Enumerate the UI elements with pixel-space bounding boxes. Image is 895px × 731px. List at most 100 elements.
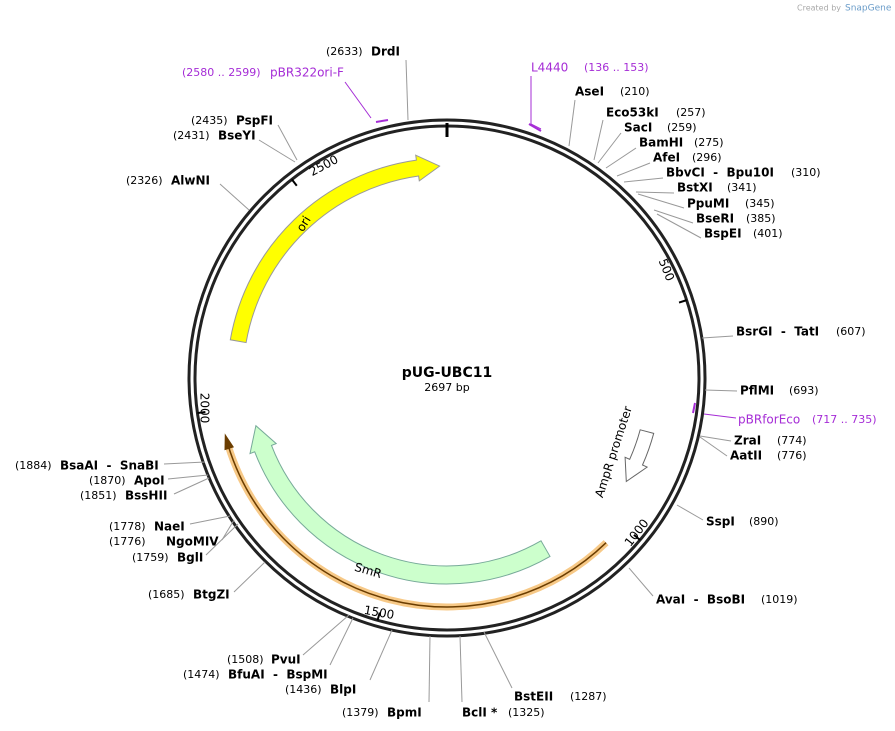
enzyme-connector bbox=[593, 119, 604, 161]
enzyme-name: BstXI bbox=[677, 181, 713, 195]
primer-range: (2580 .. 2599) bbox=[182, 66, 261, 79]
enzyme-connector bbox=[483, 631, 513, 689]
enzyme-position: (259) bbox=[667, 121, 697, 134]
cds-line bbox=[227, 444, 607, 608]
enzyme-position: (1474) bbox=[183, 668, 220, 681]
enzyme-connector bbox=[459, 635, 463, 703]
enzyme-connector bbox=[704, 389, 738, 392]
enzyme-position: (1870) bbox=[89, 474, 126, 487]
ruler-label: 2000 bbox=[198, 393, 212, 424]
enzyme-connector bbox=[605, 147, 637, 169]
enzyme-connector bbox=[258, 139, 296, 163]
ruler-tick bbox=[376, 612, 381, 621]
enzyme-connector bbox=[656, 213, 702, 239]
enzyme-connector bbox=[369, 629, 393, 681]
enzyme-connector bbox=[701, 335, 734, 339]
ruler-tick bbox=[197, 410, 206, 415]
cds-head bbox=[224, 433, 234, 451]
enzyme-name: BseRI bbox=[696, 212, 734, 226]
enzyme-name: AatII bbox=[730, 449, 762, 463]
ruler-label: 1500 bbox=[363, 603, 396, 622]
enzyme-name: PpuMI bbox=[687, 197, 729, 211]
primer-connector bbox=[530, 76, 542, 130]
enzyme-connector bbox=[637, 193, 685, 209]
feature-label: AmpR promoter bbox=[592, 404, 635, 499]
enzyme-name: BtgZI bbox=[193, 588, 230, 602]
enzyme-connector bbox=[699, 436, 728, 457]
enzyme-name: BamHI bbox=[639, 136, 683, 150]
enzyme-connector bbox=[653, 209, 694, 224]
enzyme-name: BlpI bbox=[330, 683, 356, 697]
enzyme-connector bbox=[405, 59, 409, 121]
enzyme-connector bbox=[628, 567, 654, 597]
enzyme-position: (401) bbox=[753, 227, 783, 240]
enzyme-connector bbox=[329, 617, 354, 666]
enzyme-connector bbox=[616, 162, 651, 177]
enzyme-position: (385) bbox=[746, 212, 776, 225]
enzyme-name: Eco53kI bbox=[606, 106, 659, 120]
enzyme-position: (2431) bbox=[173, 129, 210, 142]
enzyme-name: BspEI bbox=[704, 227, 742, 241]
enzyme-name: BsaAI - SnaBI bbox=[60, 459, 159, 473]
map-length: 2697 bp bbox=[424, 381, 469, 394]
primer-connector bbox=[344, 81, 372, 119]
enzyme-name: BseYI bbox=[218, 129, 256, 143]
enzyme-position: (345) bbox=[745, 197, 775, 210]
enzyme-name: BssHII bbox=[125, 489, 167, 503]
enzyme-name: BpmI bbox=[387, 706, 422, 720]
enzyme-name: ZraI bbox=[734, 434, 761, 448]
enzyme-position: (1759) bbox=[132, 551, 169, 564]
enzyme-position: (296) bbox=[692, 151, 722, 164]
enzyme-name: PvuI bbox=[271, 653, 301, 667]
enzyme-position: (1436) bbox=[285, 683, 322, 696]
enzyme-name: PflMI bbox=[740, 384, 774, 398]
enzyme-position: (341) bbox=[727, 181, 757, 194]
enzyme-name: SacI bbox=[624, 121, 652, 135]
enzyme-position: (2326) bbox=[126, 174, 163, 187]
enzyme-connector bbox=[221, 519, 235, 541]
primer-name: pBR322ori-F bbox=[270, 66, 344, 80]
backbone-outer bbox=[187, 118, 707, 638]
enzyme-position: (257) bbox=[676, 106, 706, 119]
ruler-label: 2500 bbox=[307, 152, 341, 179]
enzyme-position: (607) bbox=[836, 325, 866, 338]
feature-arrow bbox=[249, 424, 551, 585]
enzyme-connector bbox=[568, 99, 576, 147]
enzyme-name: BfuAI - BspMI bbox=[228, 668, 328, 682]
primer-mark bbox=[375, 119, 389, 123]
enzyme-connector bbox=[189, 515, 231, 525]
enzyme-connector bbox=[623, 177, 664, 183]
ruler-label: 500 bbox=[656, 257, 678, 283]
enzyme-name: BbvCI - Bpu10I bbox=[666, 166, 774, 180]
watermark-brand: SnapGene bbox=[845, 4, 892, 14]
enzyme-name: SspI bbox=[706, 515, 735, 529]
enzyme-connector bbox=[676, 504, 704, 521]
watermark-prefix: Created by bbox=[797, 4, 841, 13]
feature-arrow bbox=[229, 154, 441, 344]
enzyme-name: BstEII bbox=[514, 690, 553, 704]
enzyme-name: ApoI bbox=[134, 474, 165, 488]
enzyme-name: PspFI bbox=[236, 114, 273, 128]
enzyme-connector bbox=[635, 191, 675, 194]
enzyme-position: (1325) bbox=[508, 706, 545, 719]
enzyme-name: BglI bbox=[177, 551, 203, 565]
map-title: pUG-UBC11 bbox=[402, 365, 493, 381]
primer-range: (717 .. 735) bbox=[812, 413, 877, 426]
enzyme-position: (310) bbox=[791, 166, 821, 179]
enzyme-position: (1851) bbox=[80, 489, 117, 502]
enzyme-connector bbox=[233, 561, 266, 593]
enzyme-name: AfeI bbox=[653, 151, 680, 165]
enzyme-name: NgoMIV bbox=[166, 535, 219, 549]
ruler-tick bbox=[633, 534, 641, 541]
enzyme-connector bbox=[699, 435, 732, 442]
enzyme-position: (693) bbox=[789, 384, 819, 397]
enzyme-position: (2435) bbox=[191, 114, 228, 127]
enzyme-position: (2633) bbox=[326, 45, 363, 58]
feature-arrow bbox=[624, 429, 655, 483]
enzyme-connector bbox=[277, 124, 298, 161]
ruler-tick bbox=[678, 299, 687, 304]
enzyme-name: DrdI bbox=[371, 45, 400, 59]
enzyme-position: (275) bbox=[694, 136, 724, 149]
enzyme-position: (1685) bbox=[148, 588, 185, 601]
enzyme-position: (1287) bbox=[570, 690, 607, 703]
